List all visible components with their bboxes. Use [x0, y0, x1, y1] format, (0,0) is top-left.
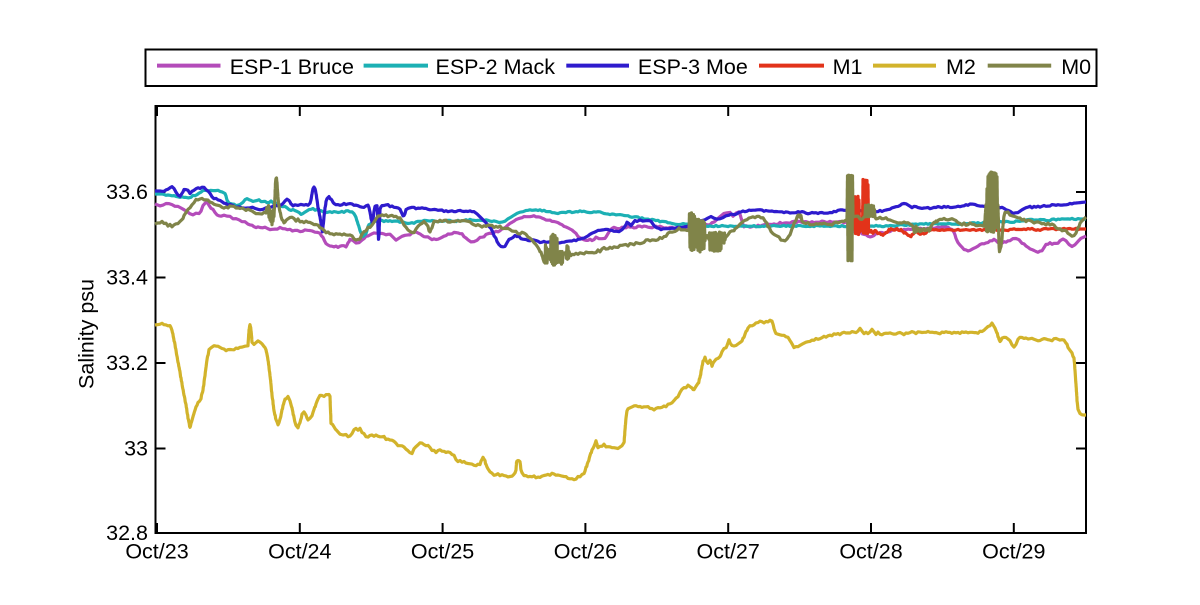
svg-text:32.8: 32.8 — [106, 521, 148, 545]
svg-text:33.2: 33.2 — [106, 351, 148, 375]
svg-text:33.6: 33.6 — [106, 180, 148, 204]
svg-text:Oct/27: Oct/27 — [697, 540, 760, 564]
svg-text:Oct/24: Oct/24 — [268, 540, 331, 564]
svg-text:Oct/29: Oct/29 — [982, 540, 1045, 564]
svg-text:Oct/28: Oct/28 — [839, 540, 902, 564]
svg-text:Salinity psu: Salinity psu — [75, 279, 99, 389]
svg-text:Oct/26: Oct/26 — [554, 540, 617, 564]
svg-text:Oct/25: Oct/25 — [411, 540, 474, 564]
svg-text:33.4: 33.4 — [106, 266, 148, 290]
svg-text:ESP-2 Mack: ESP-2 Mack — [436, 55, 556, 79]
svg-text:ESP-1 Bruce: ESP-1 Bruce — [230, 55, 354, 79]
svg-text:33: 33 — [124, 437, 148, 461]
svg-text:M1: M1 — [833, 55, 863, 79]
svg-text:Oct/23: Oct/23 — [125, 540, 188, 564]
svg-text:M2: M2 — [946, 55, 976, 79]
svg-text:ESP-3 Moe: ESP-3 Moe — [638, 55, 748, 79]
svg-text:M0: M0 — [1061, 55, 1091, 79]
